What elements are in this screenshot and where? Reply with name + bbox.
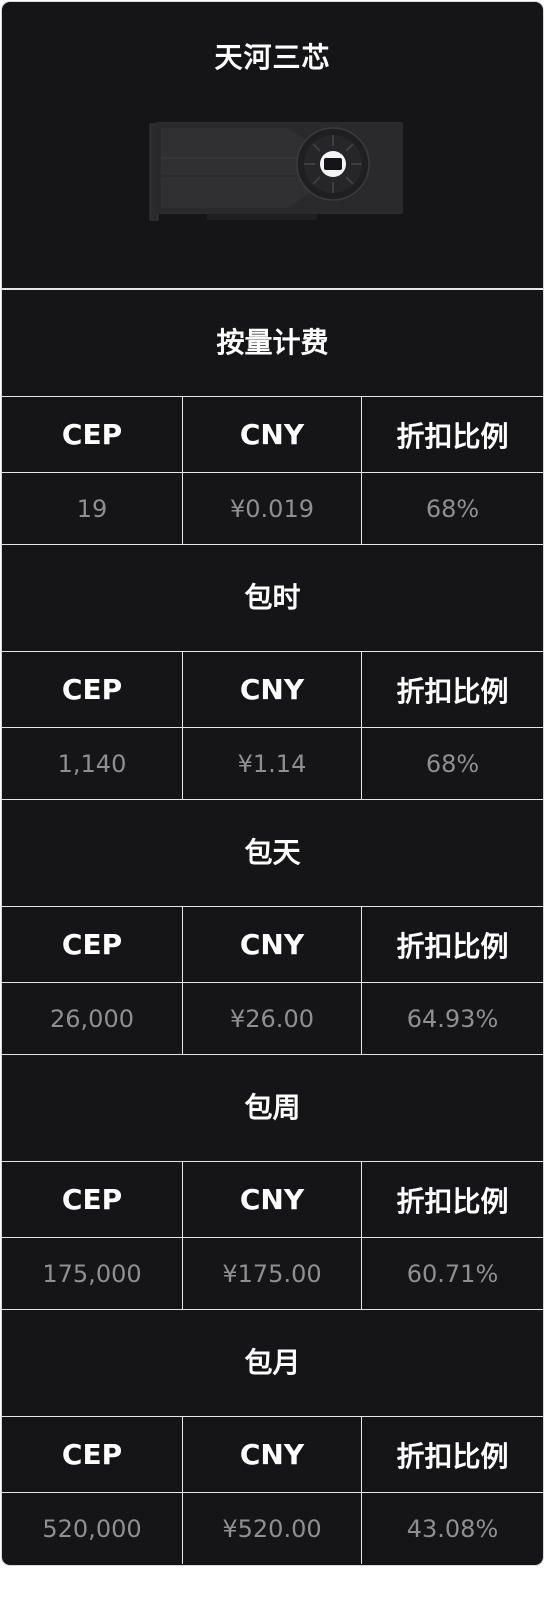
header-cny: CNY xyxy=(183,397,362,472)
value-cep: 1,140 xyxy=(2,728,183,799)
header-cep: CEP xyxy=(2,1417,183,1492)
header-discount: 折扣比例 xyxy=(396,674,509,708)
section-title: 包天 xyxy=(2,800,543,907)
table-header-row: CEP CNY 折扣比例 xyxy=(2,907,543,983)
value-cny: ¥1.14 xyxy=(183,728,362,799)
header-cep: CEP xyxy=(2,652,183,727)
pricing-section-weekly: 包周 CEP CNY 折扣比例 175,000 ¥175.00 60.71% xyxy=(2,1055,543,1310)
pricing-section-hourly: 包时 CEP CNY 折扣比例 1,140 ¥1.14 68% xyxy=(2,545,543,800)
pricing-section-pay-as-you-go: 按量计费 CEP CNY 折扣比例 19 ¥0.019 68% xyxy=(2,290,543,545)
header-cep: CEP xyxy=(2,907,183,982)
header-cep: CEP xyxy=(2,397,183,472)
pricing-section-daily: 包天 CEP CNY 折扣比例 26,000 ¥26.00 64.93% xyxy=(2,800,543,1055)
header-discount: 折扣比例 xyxy=(396,1184,509,1218)
value-cny: ¥520.00 xyxy=(183,1493,362,1564)
value-cny: ¥0.019 xyxy=(183,473,362,544)
value-cep: 520,000 xyxy=(2,1493,183,1564)
table-header-row: CEP CNY 折扣比例 xyxy=(2,652,543,728)
table-row: 19 ¥0.019 68% xyxy=(2,473,543,545)
value-discount: 43.08% xyxy=(406,1514,499,1543)
value-cep: 26,000 xyxy=(2,983,183,1054)
value-discount: 60.71% xyxy=(406,1259,499,1288)
gpu-card-icon xyxy=(147,118,407,223)
section-title: 包周 xyxy=(2,1055,543,1162)
table-row: 26,000 ¥26.00 64.93% xyxy=(2,983,543,1055)
value-discount: 68% xyxy=(425,749,480,778)
value-cep: 19 xyxy=(2,473,183,544)
table-header-row: CEP CNY 折扣比例 xyxy=(2,397,543,473)
pricing-card: 天河三芯 xyxy=(1,1,544,1566)
section-title: 包时 xyxy=(2,545,543,652)
table-header-row: CEP CNY 折扣比例 xyxy=(2,1162,543,1238)
table-header-row: CEP CNY 折扣比例 xyxy=(2,1417,543,1493)
section-title: 包月 xyxy=(2,1310,543,1417)
header-cny: CNY xyxy=(183,652,362,727)
table-row: 175,000 ¥175.00 60.71% xyxy=(2,1238,543,1310)
value-discount: 68% xyxy=(425,494,480,523)
table-row: 520,000 ¥520.00 43.08% xyxy=(2,1493,543,1564)
header-discount: 折扣比例 xyxy=(396,929,509,963)
header-cny: CNY xyxy=(183,1162,362,1237)
section-title: 按量计费 xyxy=(2,290,543,397)
value-cny: ¥26.00 xyxy=(183,983,362,1054)
header-discount: 折扣比例 xyxy=(396,419,509,453)
value-cep: 175,000 xyxy=(2,1238,183,1309)
pricing-section-monthly: 包月 CEP CNY 折扣比例 520,000 ¥520.00 43.08% xyxy=(2,1310,543,1564)
header-cep: CEP xyxy=(2,1162,183,1237)
value-cny: ¥175.00 xyxy=(183,1238,362,1309)
product-header: 天河三芯 xyxy=(2,2,543,290)
header-cny: CNY xyxy=(183,1417,362,1492)
header-cny: CNY xyxy=(183,907,362,982)
table-row: 1,140 ¥1.14 68% xyxy=(2,728,543,800)
header-discount: 折扣比例 xyxy=(396,1439,509,1473)
value-discount: 64.93% xyxy=(406,1004,499,1033)
product-title: 天河三芯 xyxy=(214,41,331,74)
